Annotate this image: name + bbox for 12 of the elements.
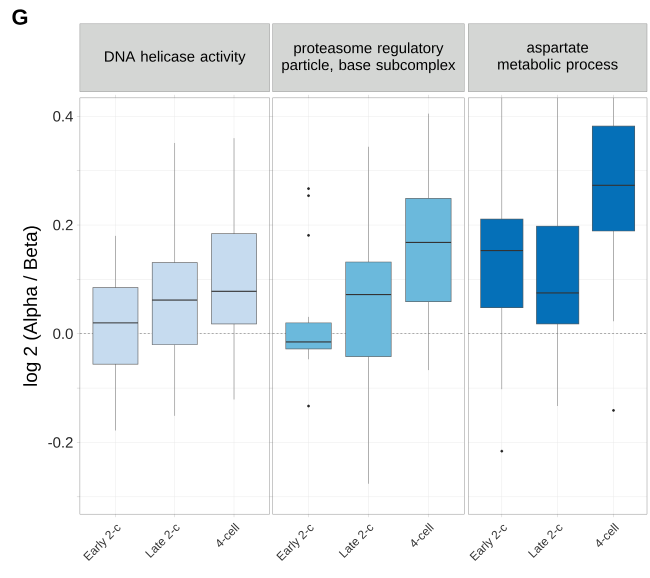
y-tick-label: 0.2 [53,220,73,230]
chart-title: DNA helicase activity [105,50,246,65]
y-tick-label: 0.0 [53,328,73,339]
x-tick-label: Late 2-c [338,524,374,558]
chart-title: proteasome regulatory particle, base subcomplex [282,42,456,74]
text: G [12,9,28,25]
y-tick-label: 0.4 [53,110,73,122]
y-axis-title: log 2 (Alpha / Beta) [23,226,41,386]
x-tick-label: Late 2-c [145,524,180,558]
y-tick-label: -0.2 [48,437,73,448]
chart-title: aspartate metabolic process [498,42,618,72]
x-tick-label: Late 2-c [528,524,562,558]
